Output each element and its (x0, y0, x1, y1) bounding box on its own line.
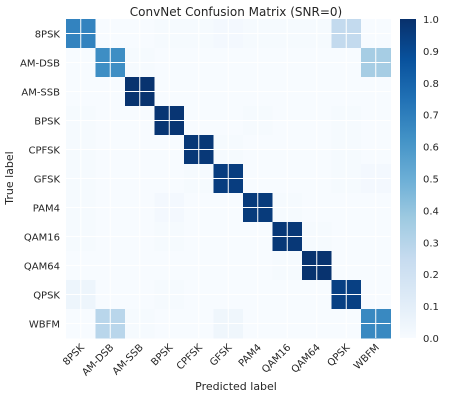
y-tick-label: CPFSK (29, 146, 61, 157)
colorbar-tick-label: 0.1 (423, 302, 439, 313)
x-tick-label: PAM4 (237, 342, 264, 369)
x-tick-label: CPFSK (175, 342, 205, 372)
y-tick-label: AM-SSB (21, 88, 60, 99)
colorbar-tick-labels: 0.0 0.1 0.2 0.3 0.4 0.5 0.6 0.7 0.8 0.9 1.0 (423, 15, 439, 345)
colorbar: 0.0 0.1 0.2 0.3 0.4 0.5 0.6 0.7 0.8 0.9 1.0 (400, 15, 439, 345)
x-tick-label: QAM64 (290, 342, 323, 375)
y-tick-label: BPSK (34, 117, 60, 128)
colorbar-tick-label: 0.6 (423, 143, 439, 154)
y-tick-label: AM-DSB (20, 59, 60, 70)
x-tick-label: WBFM (352, 342, 382, 372)
y-axis-label: True label (3, 151, 16, 205)
x-tick-label: QPSK (326, 342, 353, 369)
x-tick-label: AM-DSB (80, 342, 116, 378)
colorbar-tick-label: 0.9 (423, 47, 439, 58)
y-tick-label: WBFM (29, 320, 60, 331)
colorbar-tick-label: 0.5 (423, 175, 439, 186)
colorbar-tick-label: 0.0 (423, 334, 439, 345)
colorbar-tick-label: 0.4 (423, 206, 439, 217)
colorbar-tick-label: 0.3 (423, 238, 439, 249)
y-tick-label: 8PSK (35, 30, 61, 41)
colorbar-tick-label: 0.8 (423, 79, 439, 90)
x-tick-label: AM-SSB (111, 342, 146, 377)
x-tick-label: QAM16 (260, 342, 293, 375)
colorbar-tick-label: 0.2 (423, 270, 439, 281)
x-tick-label: BPSK (149, 342, 175, 368)
y-tick-labels: 8PSK AM-DSB AM-SSB BPSK CPFSK GFSK PAM4 QAM16 QA… (20, 30, 60, 331)
colorbar-gradient (400, 19, 416, 338)
y-tick-label: QAM16 (24, 233, 60, 244)
grid-lines (66, 19, 391, 338)
y-tick-label: PAM4 (33, 204, 60, 215)
x-axis-label: Predicted label (195, 380, 277, 393)
y-tick-label: GFSK (34, 175, 61, 186)
y-tick-label: QAM64 (24, 262, 60, 273)
chart-title: ConvNet Confusion Matrix (SNR=0) (130, 5, 342, 19)
colorbar-tick-label: 1.0 (423, 15, 439, 26)
colorbar-tick-label: 0.7 (423, 111, 439, 122)
x-tick-label: GFSK (208, 342, 235, 369)
y-tick-label: QPSK (33, 291, 60, 302)
x-tick-label: 8PSK (61, 342, 87, 368)
